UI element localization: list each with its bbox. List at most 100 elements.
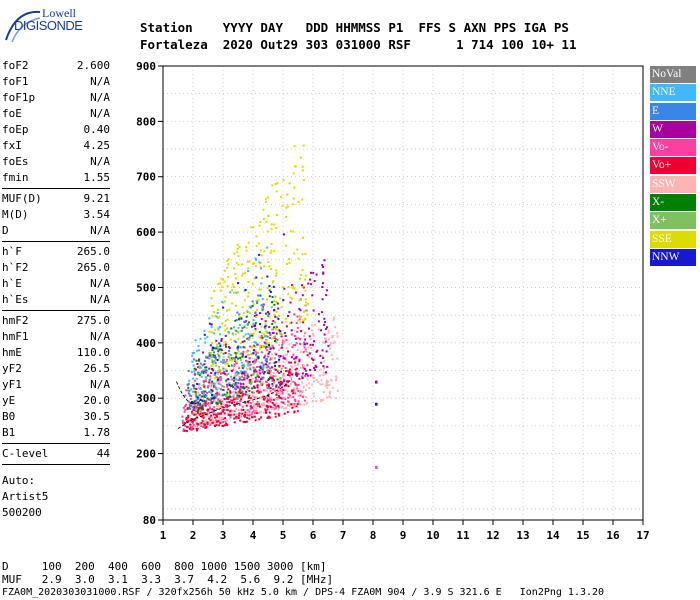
x-tick-label: 1 xyxy=(160,529,167,542)
echo-point xyxy=(268,372,271,375)
echo-point xyxy=(293,360,296,363)
echo-point xyxy=(304,338,307,341)
echo-point xyxy=(192,390,195,393)
echo-point xyxy=(226,285,229,288)
echo-point xyxy=(235,362,238,365)
echo-point xyxy=(256,365,258,368)
param-row: hmF1 N/A xyxy=(2,329,110,345)
echo-point xyxy=(283,396,285,399)
echo-point xyxy=(222,352,225,355)
echo-point xyxy=(286,353,289,356)
echo-point xyxy=(299,394,302,397)
echo-point xyxy=(261,361,264,364)
echo-point xyxy=(226,401,229,404)
echo-point xyxy=(268,295,271,298)
echo-point xyxy=(261,307,264,310)
param-row: h`F 265.0 xyxy=(2,244,110,260)
echo-point xyxy=(315,350,318,353)
echo-point xyxy=(217,317,220,320)
echo-point xyxy=(290,329,293,332)
echo-point xyxy=(234,373,237,376)
echo-point xyxy=(274,375,277,377)
echo-point xyxy=(310,271,312,274)
echo-point xyxy=(235,329,238,332)
echo-point xyxy=(250,374,253,377)
param-value: 26.5 xyxy=(83,362,111,375)
echo-point xyxy=(210,304,213,307)
echo-point xyxy=(220,411,223,414)
echo-point xyxy=(273,368,276,371)
echo-point xyxy=(282,339,285,342)
echo-point xyxy=(254,380,256,383)
echo-point xyxy=(311,377,314,380)
echo-point xyxy=(306,373,309,376)
echo-point xyxy=(223,386,226,388)
echo-point xyxy=(312,309,315,312)
echo-point xyxy=(299,274,302,276)
echo-point xyxy=(222,407,225,410)
echo-point xyxy=(275,269,278,272)
echo-point xyxy=(261,298,264,301)
echo-point xyxy=(291,285,294,288)
echo-point xyxy=(210,414,213,417)
echo-point xyxy=(248,345,251,348)
echo-point xyxy=(204,419,207,422)
echo-point xyxy=(276,398,279,401)
echo-point xyxy=(218,387,220,390)
echo-point xyxy=(233,291,235,294)
echo-point xyxy=(254,329,257,332)
echo-point xyxy=(270,223,273,226)
echo-point xyxy=(312,334,315,337)
echo-point xyxy=(240,379,243,381)
echo-point xyxy=(185,418,188,421)
echo-point xyxy=(258,224,261,227)
echo-point xyxy=(256,390,259,393)
echo-point xyxy=(191,360,194,363)
echo-point xyxy=(321,264,324,267)
echo-point xyxy=(204,378,207,381)
echo-point xyxy=(280,306,283,309)
echo-point xyxy=(274,415,277,418)
echo-point xyxy=(298,403,301,406)
echo-point xyxy=(264,408,267,411)
echo-point xyxy=(214,416,217,419)
echo-point xyxy=(307,327,310,330)
echo-point xyxy=(258,361,261,364)
echo-point xyxy=(215,376,218,379)
echo-point xyxy=(273,300,276,303)
echo-point xyxy=(249,305,252,308)
echo-point xyxy=(249,405,252,408)
echo-point xyxy=(252,403,255,406)
param-row: C-level 44 xyxy=(2,446,110,462)
echo-point xyxy=(259,249,262,252)
echo-point xyxy=(254,322,257,325)
echo-point xyxy=(215,402,218,405)
echo-point xyxy=(218,424,221,427)
echo-point xyxy=(288,405,291,408)
echo-point xyxy=(251,360,254,363)
echo-point xyxy=(199,409,202,412)
echo-point xyxy=(217,350,220,353)
echo-point xyxy=(240,316,243,319)
echo-point xyxy=(265,411,267,414)
echo-point xyxy=(213,290,216,292)
echo-point xyxy=(295,373,297,376)
echo-point xyxy=(291,406,294,409)
echo-point xyxy=(244,333,247,336)
echo-point xyxy=(235,396,238,399)
echo-point xyxy=(255,341,257,344)
echo-point xyxy=(212,363,215,365)
echo-point xyxy=(271,377,274,380)
echo-point xyxy=(325,383,328,386)
echo-point xyxy=(263,250,266,253)
echo-point xyxy=(255,398,258,401)
echo-point xyxy=(194,408,197,411)
echo-point xyxy=(273,379,275,382)
echo-point xyxy=(322,272,325,275)
echo-point xyxy=(259,345,262,348)
echo-point xyxy=(269,377,272,380)
echo-point xyxy=(245,359,247,362)
echo-point xyxy=(277,408,280,411)
echo-point xyxy=(266,416,269,419)
echo-point xyxy=(245,385,248,388)
